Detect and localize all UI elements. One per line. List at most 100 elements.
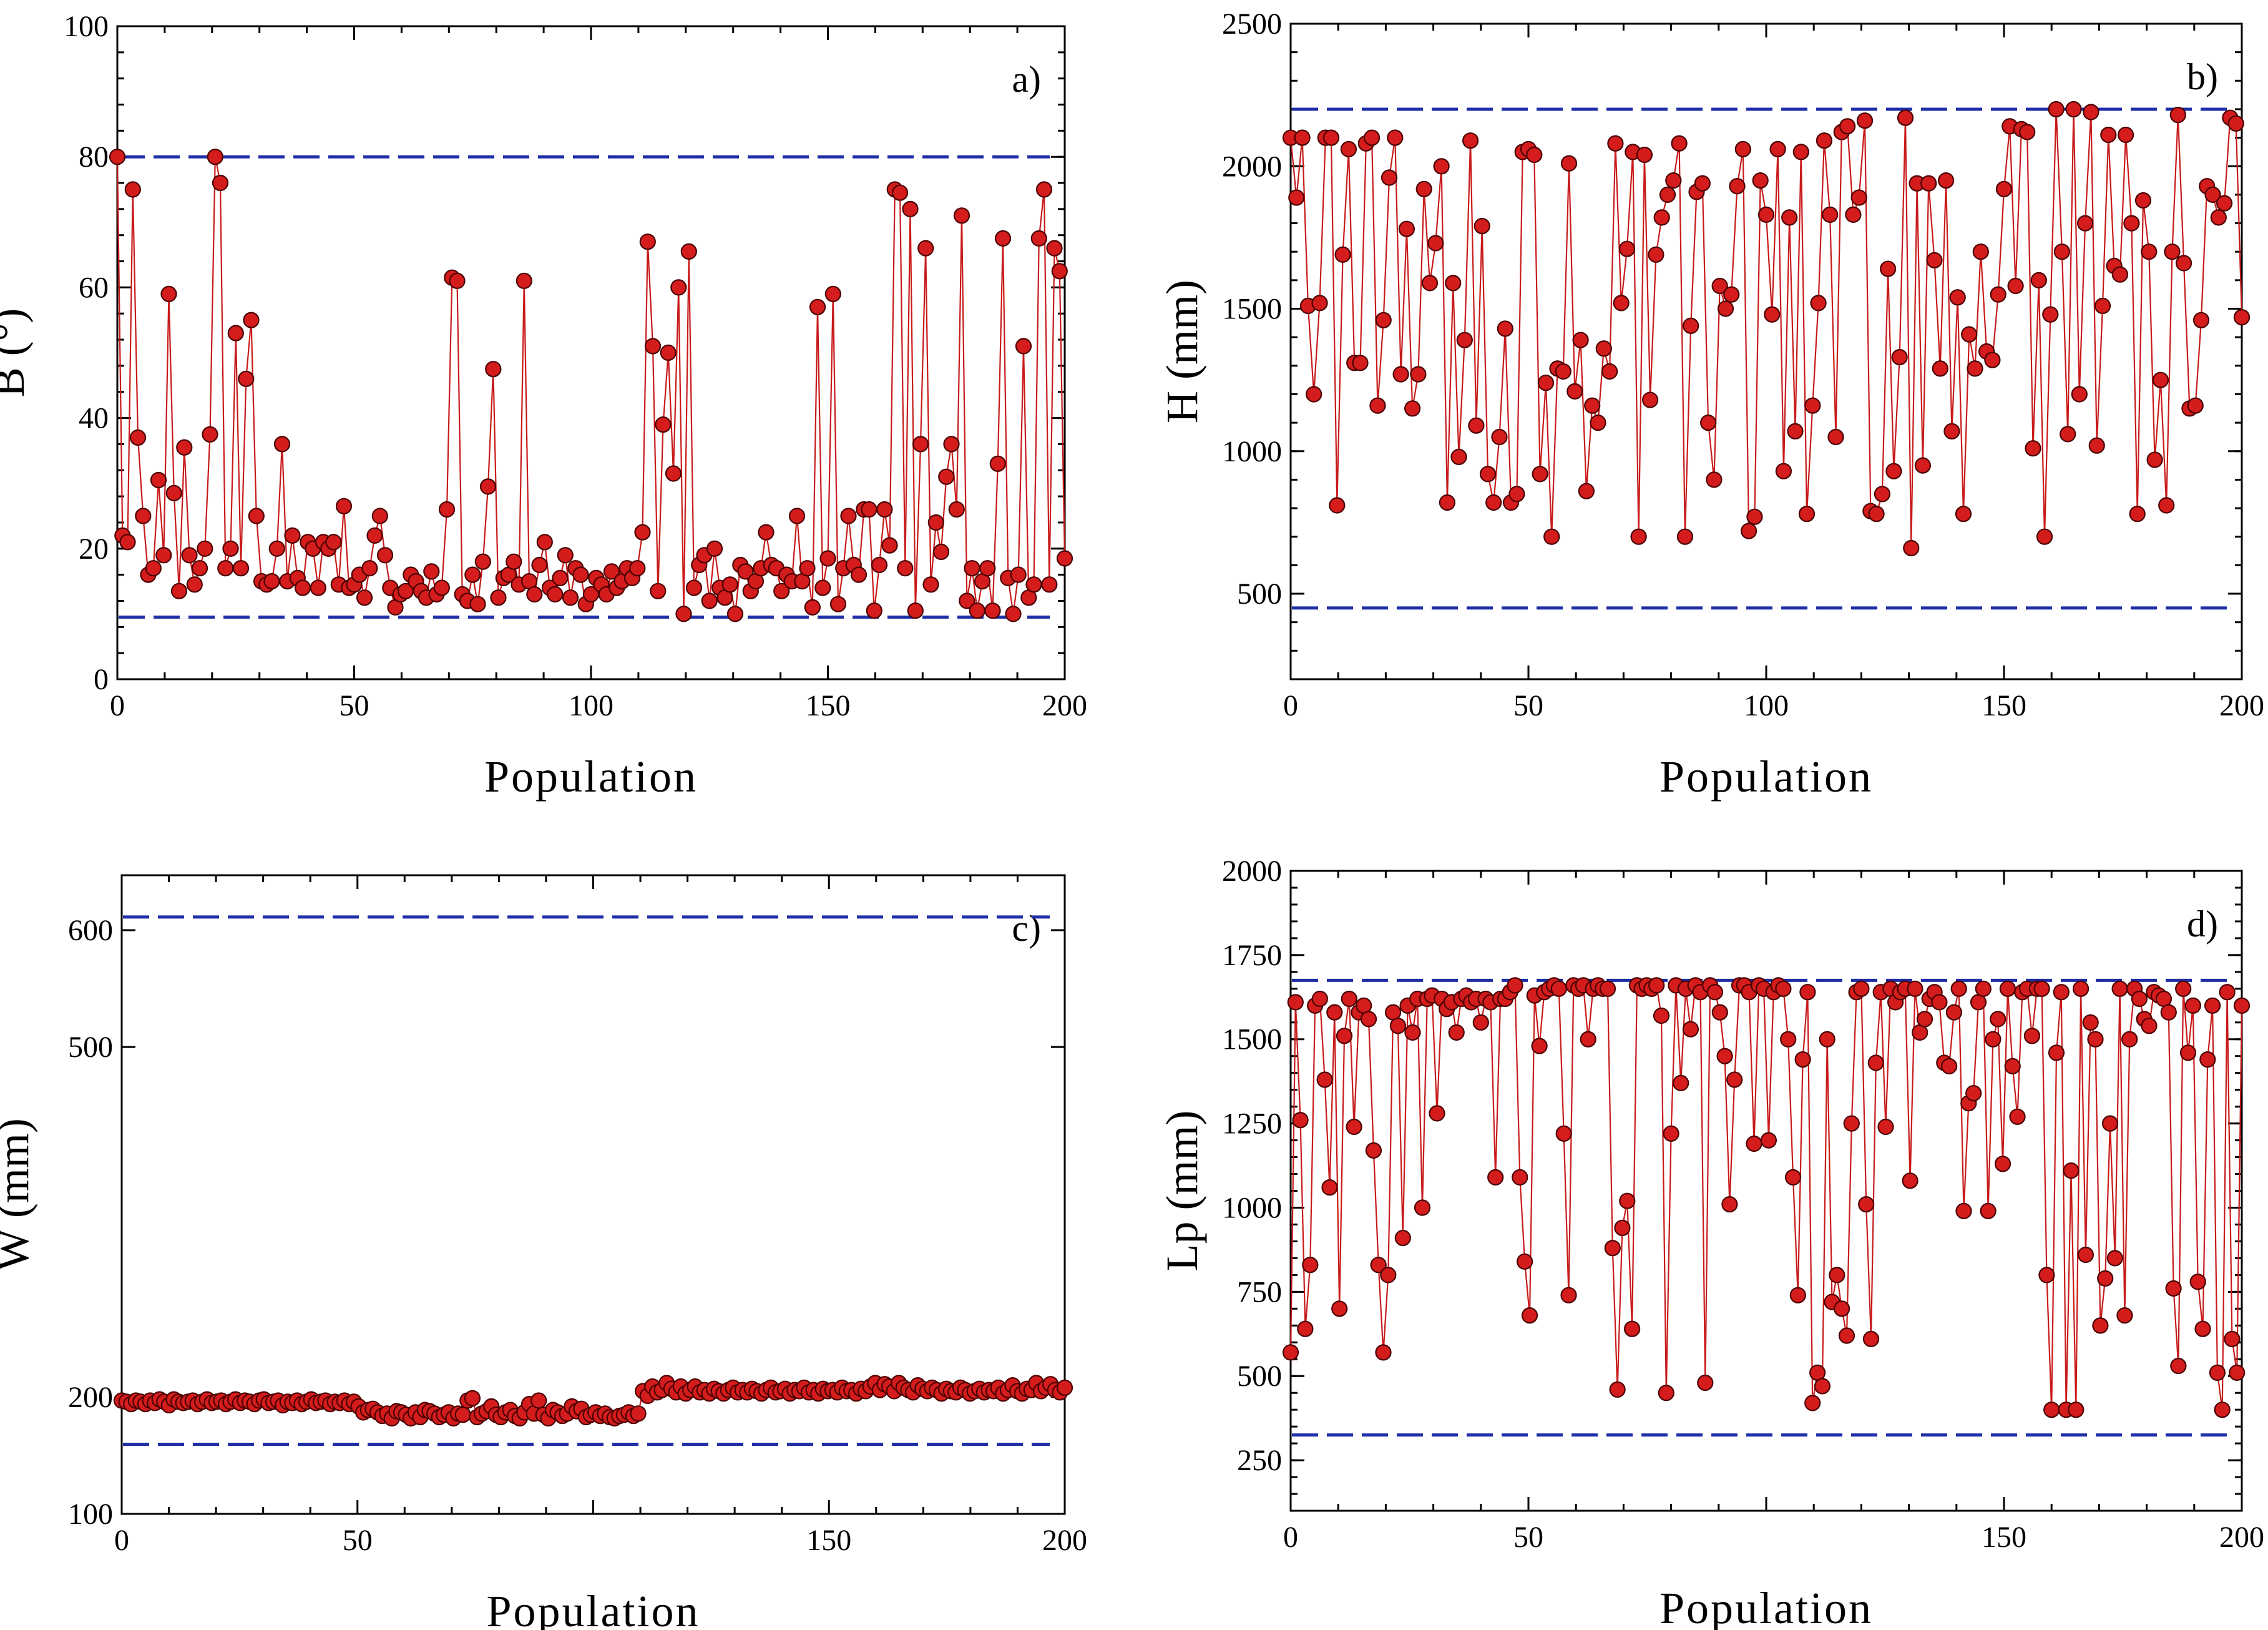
x-tick-label: 150: [806, 1524, 851, 1557]
data-point: [1938, 172, 1955, 189]
data-point: [1877, 1118, 1894, 1136]
data-point: [248, 508, 265, 524]
data-point: [1999, 980, 2016, 997]
data-point: [1369, 397, 1386, 414]
data-point: [1965, 1084, 1982, 1102]
data-point: [1531, 1038, 1548, 1054]
data-point: [268, 540, 285, 557]
series-points: [113, 1375, 1073, 1426]
data-point: [1429, 1105, 1445, 1122]
data-point: [1775, 980, 1792, 997]
data-point: [1794, 1051, 1811, 1068]
y-axis: 500 1000 1500 2000 2500: [1222, 7, 2242, 680]
data-point: [680, 243, 697, 260]
y-axis-title: Lp (mm): [1157, 1111, 1207, 1272]
data-point: [2199, 1051, 2216, 1068]
data-point: [912, 436, 929, 453]
data-point: [294, 579, 311, 596]
y-tick-label: 500: [1237, 577, 1282, 611]
panel-a-chart: 0 50 100 150 200 0 20 40 60 80 100 Population B (°) a…: [0, 10, 1087, 802]
data-point: [2141, 243, 2158, 260]
data-point: [1949, 289, 1966, 306]
data-point: [1414, 1199, 1431, 1216]
data-point: [1671, 135, 1688, 152]
data-point: [1517, 1253, 1533, 1270]
y-tick-label: 60: [79, 271, 109, 304]
data-point: [1468, 417, 1485, 434]
series-points: [1282, 977, 2251, 1418]
data-point: [897, 560, 914, 577]
x-axis-title: Population: [484, 752, 698, 802]
data-point: [1726, 1071, 1743, 1088]
x-tick-label: 0: [110, 689, 125, 722]
data-point: [1375, 1344, 1392, 1361]
data-point: [1885, 463, 1902, 479]
y-axis: 250 500 750 1000 1250 1500 1750 2000: [1222, 855, 2242, 1512]
data-point: [150, 471, 167, 489]
data-point: [490, 589, 507, 606]
data-point: [1636, 146, 1653, 164]
data-point: [675, 606, 692, 622]
y-tick-label: 750: [1237, 1275, 1282, 1308]
data-point: [1810, 295, 1827, 312]
data-point: [2060, 426, 2076, 443]
data-point: [1487, 1169, 1504, 1186]
data-point: [1706, 984, 1723, 1001]
data-point: [644, 338, 662, 355]
data-point: [1799, 984, 1816, 1001]
x-tick-label: 200: [1042, 1524, 1087, 1557]
series-points: [109, 149, 1073, 622]
data-point: [650, 582, 667, 599]
data-point: [1880, 260, 1897, 277]
data-point: [984, 602, 1001, 619]
data-point: [2004, 1058, 2021, 1075]
data-point: [366, 527, 383, 544]
data-point: [1700, 414, 1717, 431]
data-point: [1485, 494, 1502, 511]
data-point: [2158, 497, 2175, 514]
y-axis-title: B (°): [0, 308, 34, 398]
data-point: [2131, 990, 2148, 1008]
data-point: [1653, 209, 1670, 226]
data-point: [109, 149, 126, 165]
x-axis: 0 50 100 150 200: [1283, 24, 2264, 722]
data-point: [335, 498, 353, 514]
panel-b-chart: 0 50 100 150 200 500 1000 1500 2000 2500 Populatio…: [1157, 7, 2264, 802]
data-point: [1862, 1330, 1880, 1347]
data-point: [1387, 129, 1404, 146]
x-tick-label: 50: [1513, 1521, 1543, 1554]
data-point: [2194, 1320, 2211, 1337]
data-point: [1439, 494, 1455, 511]
data-point: [1521, 1307, 1538, 1324]
data-point: [1590, 414, 1606, 431]
panel-label: a): [1012, 59, 1041, 100]
data-point: [1375, 312, 1392, 328]
data-point: [371, 508, 388, 524]
data-point: [2111, 980, 2128, 997]
data-point: [1874, 486, 1890, 503]
data-point: [1868, 506, 1885, 523]
data-point: [922, 576, 939, 593]
data-point: [1955, 1202, 1972, 1220]
data-point: [1543, 528, 1560, 545]
data-point: [1792, 144, 1809, 160]
data-point: [1322, 129, 1340, 146]
data-point: [819, 550, 836, 567]
panel-label: d): [2187, 903, 2218, 945]
data-point: [135, 508, 152, 524]
data-point: [1926, 252, 1943, 268]
data-point: [1653, 1007, 1670, 1024]
data-point: [1560, 1287, 1577, 1304]
data-point: [953, 207, 970, 224]
data-point: [1994, 1156, 2011, 1172]
data-point: [1329, 497, 1346, 514]
data-point: [530, 1392, 547, 1409]
series-points: [1282, 101, 2251, 557]
data-point: [124, 181, 141, 198]
data-point: [562, 589, 579, 606]
data-point: [1781, 209, 1798, 226]
data-point: [639, 233, 656, 250]
x-tick-label: 200: [2219, 1521, 2264, 1554]
data-point: [2176, 255, 2192, 272]
series-line: [1289, 983, 2243, 1410]
